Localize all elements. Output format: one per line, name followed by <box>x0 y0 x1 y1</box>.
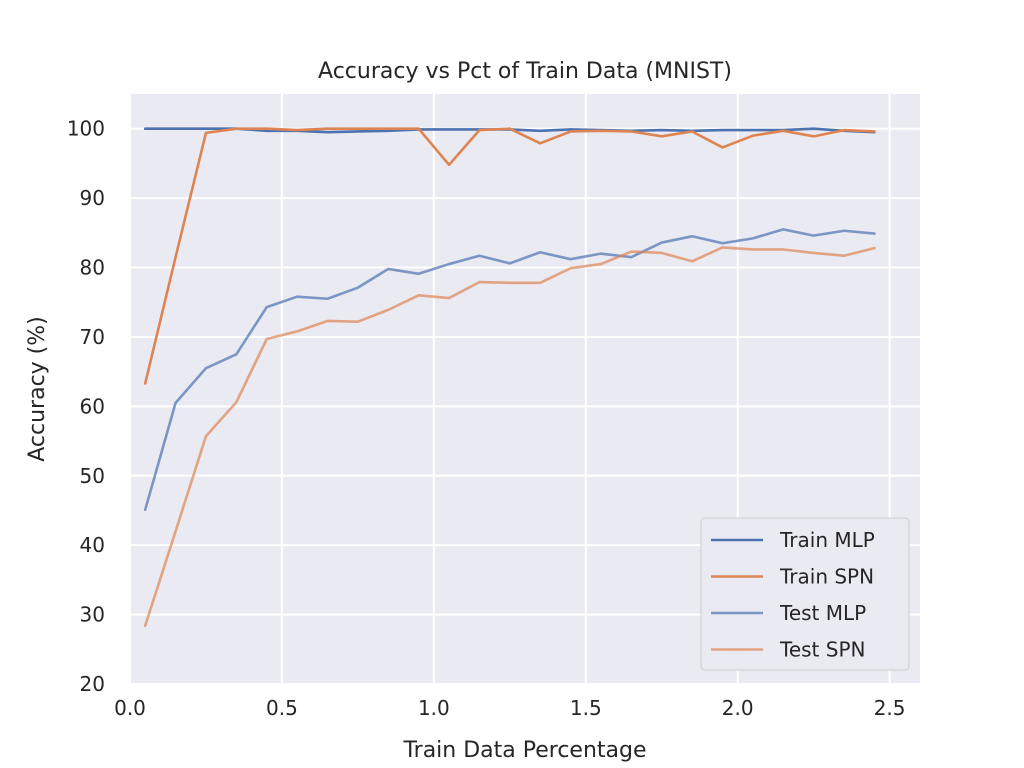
y-tick-label: 70 <box>80 325 105 349</box>
x-tick-label: 1.5 <box>570 696 602 720</box>
x-tick-label: 0.5 <box>266 696 298 720</box>
y-tick-label: 60 <box>80 394 105 418</box>
y-tick-label: 80 <box>80 256 105 280</box>
legend-label-train-spn: Train SPN <box>779 565 874 589</box>
y-tick-label: 20 <box>80 672 105 696</box>
x-tick-labels: 0.0 0.5 1.0 1.5 2.0 2.5 <box>114 696 905 720</box>
y-tick-label: 100 <box>67 117 105 141</box>
legend-label-train-mlp: Train MLP <box>779 528 875 552</box>
legend-label-test-spn: Test SPN <box>779 638 865 662</box>
series-lines <box>143 127 876 627</box>
x-tick-label: 2.0 <box>722 696 754 720</box>
y-axis-label: Accuracy (%) <box>25 316 50 462</box>
x-tick-label: 0.0 <box>114 696 146 720</box>
chart-title: Accuracy vs Pct of Train Data (MNIST) <box>318 59 732 84</box>
y-tick-label: 90 <box>80 186 105 210</box>
y-tick-label: 50 <box>80 464 105 488</box>
legend: Train MLP Train SPN Test MLP Test SPN <box>700 517 910 671</box>
y-tick-label: 40 <box>80 533 105 557</box>
y-tick-label: 30 <box>80 603 105 627</box>
legend-label-test-mlp: Test MLP <box>779 601 866 625</box>
grid-lines <box>129 94 920 685</box>
series-line-train-spn <box>143 127 876 385</box>
legend-entries: Train MLP Train SPN Test MLP Test SPN <box>711 528 875 662</box>
x-tick-label: 2.5 <box>874 696 906 720</box>
series-line-test-spn <box>143 246 876 627</box>
x-tick-label: 1.0 <box>418 696 450 720</box>
y-tick-labels: 20 30 40 50 60 70 80 90 100 <box>67 117 105 696</box>
x-axis-label: Train Data Percentage <box>402 738 646 763</box>
series-line-test-mlp <box>143 228 876 512</box>
legend-box <box>700 517 910 671</box>
